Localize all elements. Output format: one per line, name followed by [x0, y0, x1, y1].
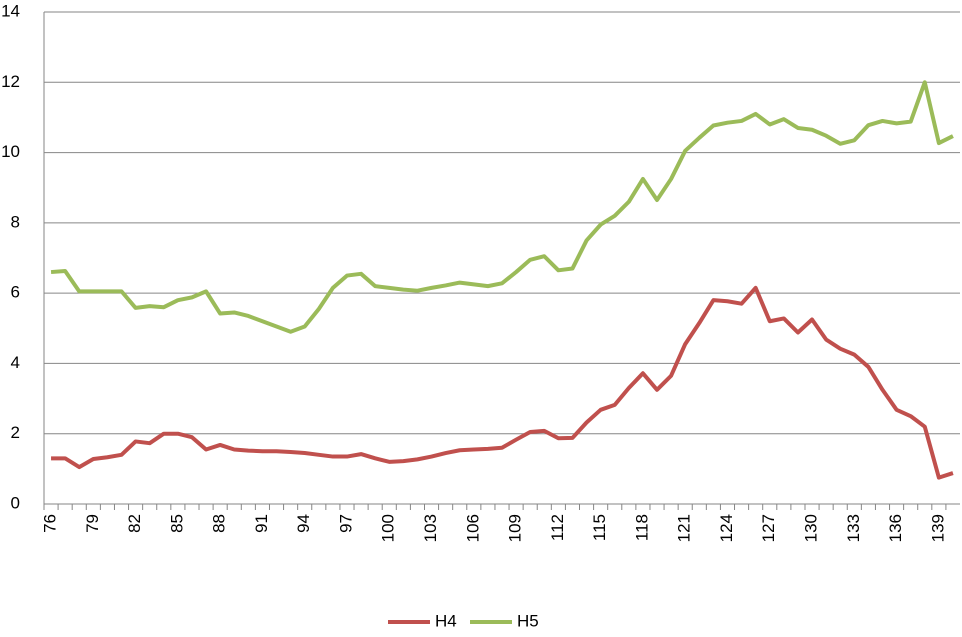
x-tick-label: 76	[41, 514, 60, 533]
series-line	[51, 285, 954, 480]
x-tick-label: 82	[125, 514, 144, 533]
legend-label: H4	[435, 611, 457, 630]
x-tick-label: 115	[590, 514, 609, 541]
x-tick-label: 106	[463, 514, 482, 542]
x-tick-label: 139	[928, 514, 947, 542]
legend-label: H5	[517, 611, 539, 630]
x-tick-label: 100	[379, 514, 398, 542]
x-tick-label: 130	[802, 514, 821, 542]
x-tick-label: 94	[294, 514, 313, 533]
x-tick-label: 112	[548, 514, 567, 541]
x-tick-label: 127	[759, 514, 778, 542]
y-tick-label: 2	[11, 423, 20, 442]
y-tick-label: 10	[1, 142, 20, 161]
x-tick-label: 103	[421, 514, 440, 542]
x-tick-label: 85	[167, 514, 186, 533]
x-tick-label: 91	[252, 514, 271, 533]
x-tick-label: 97	[336, 514, 355, 533]
x-tick-label: 136	[886, 514, 905, 542]
x-tick-label: 124	[717, 514, 736, 542]
x-tick-label: 109	[506, 514, 525, 542]
x-tick-label: 79	[83, 514, 102, 533]
y-tick-label: 14	[1, 1, 20, 20]
y-tick-label: 8	[11, 212, 20, 231]
y-tick-label: 4	[11, 353, 20, 372]
y-tick-label: 12	[1, 72, 20, 91]
series-line	[50, 80, 954, 334]
y-tick-label: 6	[11, 283, 20, 302]
x-tick-label: 133	[844, 514, 863, 542]
x-tick-label: 118	[632, 514, 651, 541]
x-tick-label: 88	[210, 514, 229, 533]
y-tick-label: 0	[11, 493, 20, 512]
x-tick-label: 121	[675, 514, 694, 542]
